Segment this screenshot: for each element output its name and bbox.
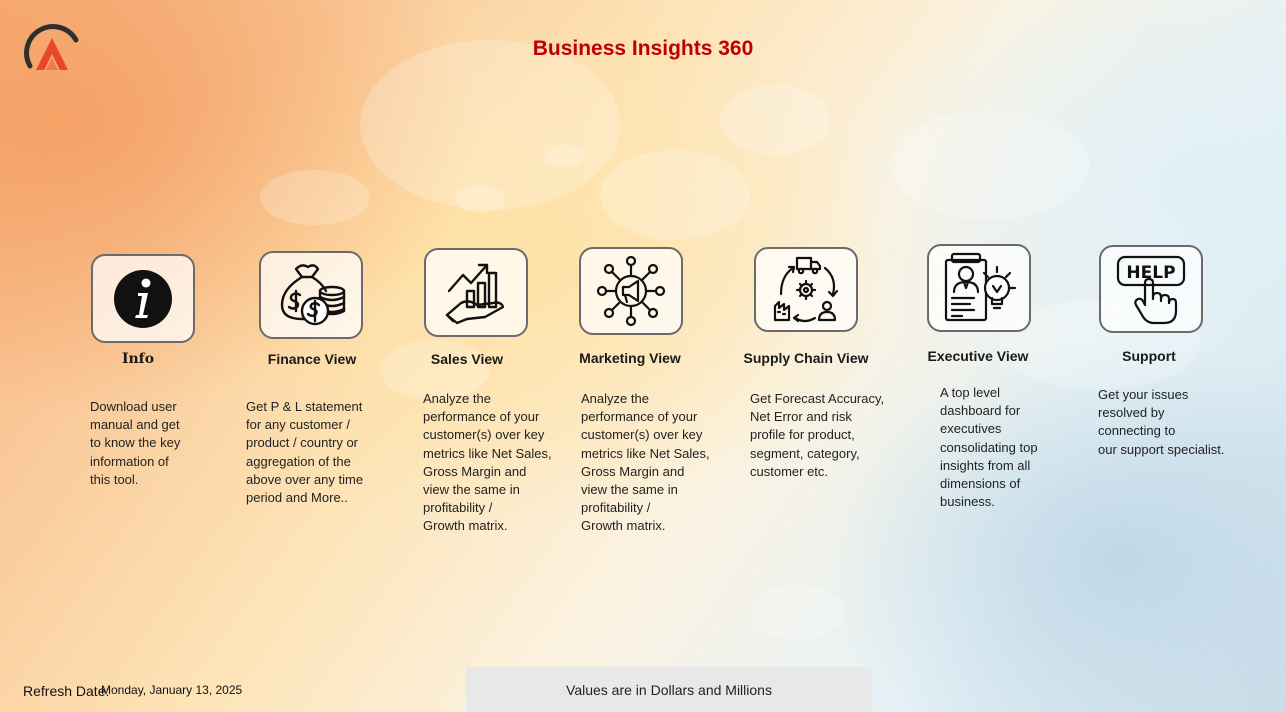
page-title: Business Insights 360 — [532, 37, 754, 60]
money-bag-icon — [280, 264, 346, 326]
finance-view-nav-button[interactable] — [259, 251, 363, 339]
sales-view-description: Analyze the performance of your customer… — [423, 391, 552, 534]
values-unit-note-text: Values are in Dollars and Millions — [566, 681, 772, 698]
info-description: Download user manual and get to know the… — [90, 399, 181, 487]
marketing-view-description: Analyze the performance of your customer… — [581, 391, 710, 534]
supply-chain-view-nav-button[interactable] — [754, 247, 858, 332]
values-unit-note: Values are in Dollars and Millions — [466, 667, 872, 712]
finance-view-description: Get P & L statement for any customer / p… — [246, 399, 364, 506]
support-description: Get your issues resolved by connecting t… — [1098, 387, 1225, 457]
supply-chain-view-description: Get Forecast Accuracy, Net Error and ris… — [750, 391, 885, 479]
refresh-date-label: Refresh Date: — [23, 683, 110, 699]
executive-idea-icon — [944, 252, 1017, 322]
finance-view-title: Finance View — [267, 351, 357, 367]
supply-chain-cycle-icon — [773, 256, 839, 322]
executive-view-description: A top level dashboard for executives con… — [940, 385, 1038, 510]
executive-view-nav-button[interactable] — [927, 244, 1031, 332]
info-icon — [114, 269, 172, 328]
help-hand-icon: HELP — [1116, 255, 1186, 325]
executive-view-title: Executive View — [927, 348, 1029, 364]
info-title: Info — [121, 351, 155, 367]
svg-text:HELP: HELP — [1126, 263, 1175, 283]
megaphone-network-icon — [596, 255, 666, 327]
sales-view-nav-button[interactable] — [424, 248, 528, 337]
supply-chain-view-title: Supply Chain View — [743, 350, 869, 366]
sales-view-title: Sales View — [430, 351, 504, 367]
info-nav-button[interactable] — [91, 254, 195, 343]
marketing-view-nav-button[interactable] — [579, 247, 683, 335]
company-logo — [24, 24, 79, 70]
support-title: Support — [1122, 348, 1176, 364]
support-nav-button[interactable]: HELP — [1099, 245, 1203, 333]
refresh-date-value: Monday, January 13, 2025 — [101, 683, 243, 697]
sales-growth-icon — [445, 263, 505, 324]
marketing-view-title: Marketing View — [579, 350, 681, 366]
